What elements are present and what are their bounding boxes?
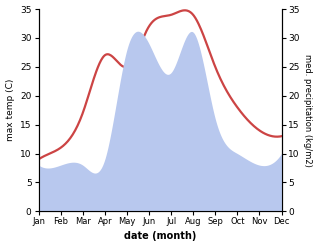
Y-axis label: max temp (C): max temp (C) <box>5 79 15 141</box>
X-axis label: date (month): date (month) <box>124 231 196 242</box>
Y-axis label: med. precipitation (kg/m2): med. precipitation (kg/m2) <box>303 54 313 167</box>
